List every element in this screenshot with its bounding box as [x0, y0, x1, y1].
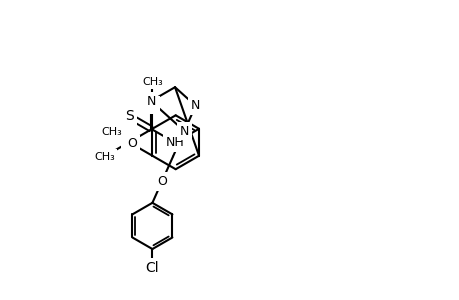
Text: N: N: [179, 124, 189, 138]
Text: O: O: [157, 175, 166, 188]
Text: O: O: [127, 137, 137, 151]
Text: CH₃: CH₃: [94, 152, 114, 161]
Text: N: N: [190, 99, 200, 112]
Text: N: N: [146, 94, 155, 108]
Text: S: S: [125, 109, 134, 123]
Text: CH₃: CH₃: [142, 77, 162, 87]
Text: Cl: Cl: [146, 261, 159, 275]
Text: O: O: [147, 99, 157, 112]
Text: NH: NH: [165, 136, 184, 149]
Text: O: O: [123, 136, 133, 149]
Text: CH₃: CH₃: [101, 127, 122, 137]
